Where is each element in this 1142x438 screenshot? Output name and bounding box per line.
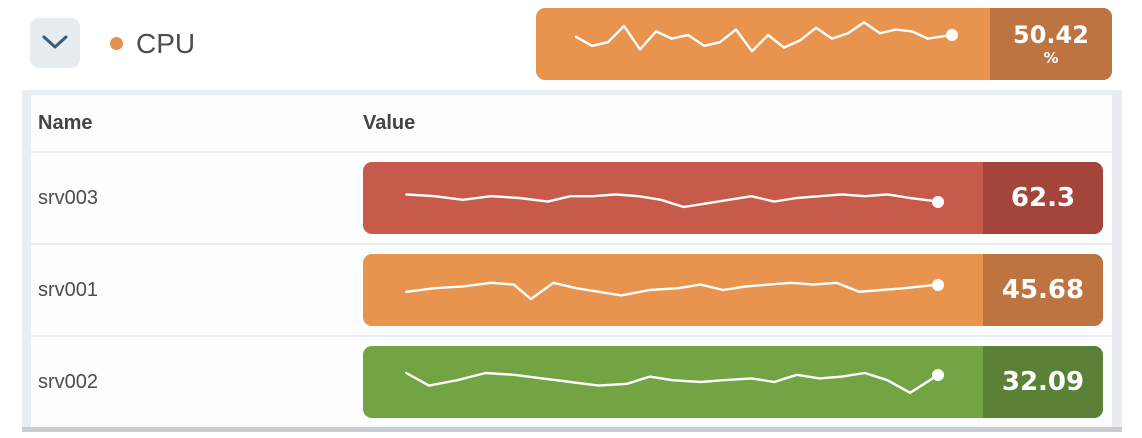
value-bar: 62.3 [363, 162, 1103, 234]
value-box: 32.09 [983, 346, 1103, 418]
summary-unit: % [1043, 48, 1059, 67]
table-row: srv002 32.09 [31, 337, 1112, 427]
sparkline-end-dot [932, 195, 945, 208]
row-value-cell: 32.09 [363, 346, 1112, 418]
metrics-table: Name Value srv003 62.3 srv001 4 [22, 90, 1122, 432]
spark-area [395, 162, 961, 234]
table-header-row: Name Value [31, 95, 1112, 151]
summary-spark-area [568, 8, 968, 80]
row-value-cell: 45.68 [363, 254, 1112, 326]
row-name: srv002 [38, 370, 99, 393]
spark-area [395, 254, 961, 326]
collapse-button[interactable] [30, 18, 80, 68]
sparkline-end-dot [932, 278, 945, 291]
value-box: 45.68 [983, 254, 1103, 326]
row-value: 45.68 [1001, 274, 1085, 305]
row-name: srv003 [38, 186, 99, 209]
table-bottom-edge [22, 427, 1122, 432]
row-sparkline [363, 346, 983, 418]
column-header-value[interactable]: Value [363, 111, 416, 134]
table-body: srv003 62.3 srv001 45.68 [31, 153, 1112, 427]
series-color-dot [110, 37, 123, 50]
series-label[interactable]: CPU [136, 28, 196, 59]
sparkline-end-dot [932, 368, 945, 381]
row-value-cell: 62.3 [363, 162, 1112, 234]
row-value: 32.09 [1001, 366, 1085, 397]
value-bar: 45.68 [363, 254, 1103, 326]
chevron-down-icon [40, 33, 70, 54]
summary-sparkline-bar: 50.42 % [536, 8, 1112, 80]
row-value: 62.3 [1010, 182, 1076, 213]
spark-area [395, 346, 961, 418]
sparkline-end-dot [946, 29, 958, 41]
row-sparkline [363, 254, 983, 326]
summary-value-box: 50.42 % [990, 8, 1112, 80]
value-box: 62.3 [983, 162, 1103, 234]
summary-sparkline [536, 8, 990, 80]
row-sparkline [363, 162, 983, 234]
value-bar: 32.09 [363, 346, 1103, 418]
table-row: srv003 62.3 [31, 153, 1112, 243]
table-row: srv001 45.68 [31, 245, 1112, 335]
row-name: srv001 [38, 278, 99, 301]
column-header-name[interactable]: Name [38, 111, 93, 134]
summary-value: 50.42 [1013, 20, 1089, 49]
